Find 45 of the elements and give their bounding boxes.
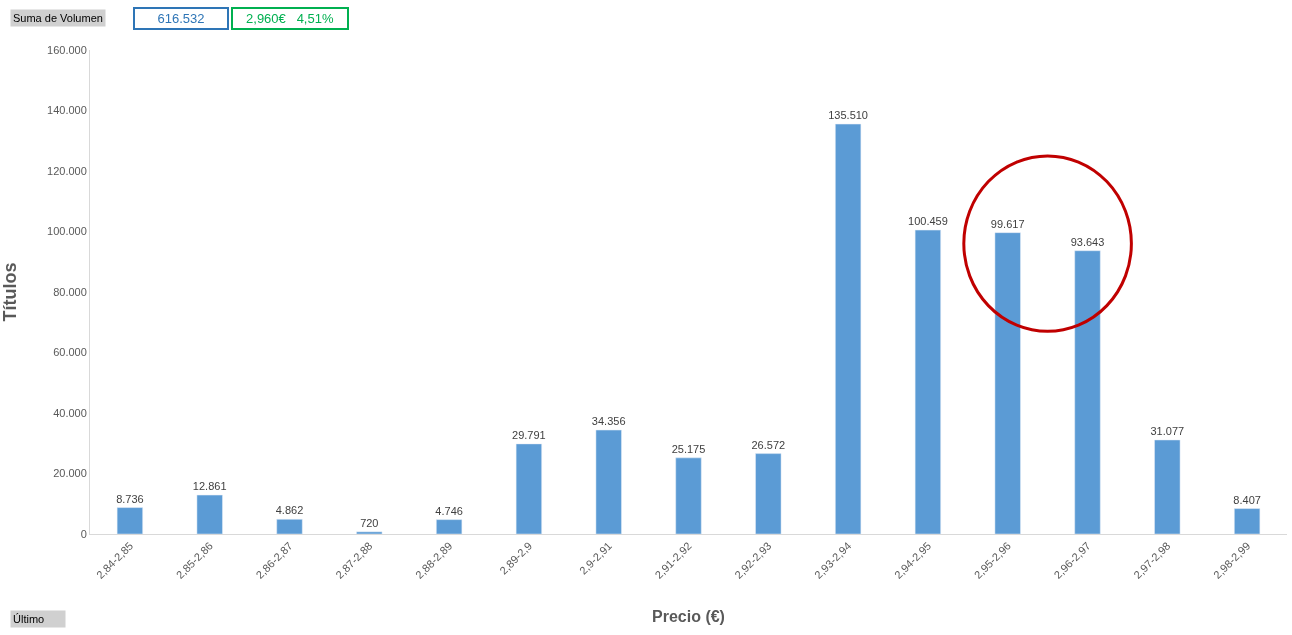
- bar: [675, 457, 702, 534]
- y-tick-label: 0: [80, 527, 87, 540]
- y-tick-label: 20.000: [53, 467, 87, 480]
- data-label: 31.077: [1150, 424, 1185, 437]
- y-axis-title: Títulos: [0, 262, 20, 322]
- data-label: 26.572: [751, 438, 786, 451]
- y-tick-label: 140.000: [47, 104, 87, 117]
- x-axis-title: Precio (€): [652, 607, 725, 625]
- bar: [994, 232, 1021, 534]
- bar: [436, 519, 463, 534]
- bar: [914, 229, 941, 534]
- bar: [515, 443, 542, 534]
- text: Último: [13, 613, 63, 625]
- data-label: 93.643: [1070, 235, 1105, 248]
- data-label: 135.510: [828, 109, 868, 122]
- bar: [1154, 439, 1181, 534]
- bar: [755, 453, 782, 534]
- data-label: 8.736: [116, 492, 144, 505]
- y-tick-label: 120.000: [47, 164, 87, 177]
- bar: [1234, 508, 1261, 534]
- data-label: 25.175: [671, 442, 706, 455]
- data-label: 99.617: [990, 217, 1025, 230]
- y-tick-label: 80.000: [53, 285, 87, 298]
- bar: [1074, 250, 1101, 534]
- text: 2,960€ 4,51%: [246, 11, 334, 26]
- y-tick-label: 160.000: [47, 43, 87, 56]
- text: 616.532: [157, 11, 205, 26]
- bar: [116, 507, 143, 534]
- y-tick-label: 40.000: [53, 406, 87, 419]
- y-tick-label: 60.000: [53, 346, 87, 359]
- data-label: 29.791: [512, 428, 546, 441]
- bar: [196, 494, 223, 534]
- data-label: 4.862: [275, 504, 304, 517]
- text: Suma de Volumen: [13, 12, 103, 24]
- bar: [276, 519, 303, 534]
- data-label: 12.861: [192, 480, 227, 493]
- bar: [835, 123, 862, 534]
- data-label: 34.356: [591, 415, 626, 428]
- data-label: 100.459: [908, 215, 948, 228]
- data-label: 720: [360, 516, 379, 529]
- data-label: 8.407: [1233, 493, 1261, 506]
- data-label: 4.746: [435, 504, 463, 517]
- y-tick-label: 100.000: [47, 225, 87, 238]
- bar: [356, 531, 383, 534]
- bar: [595, 429, 622, 534]
